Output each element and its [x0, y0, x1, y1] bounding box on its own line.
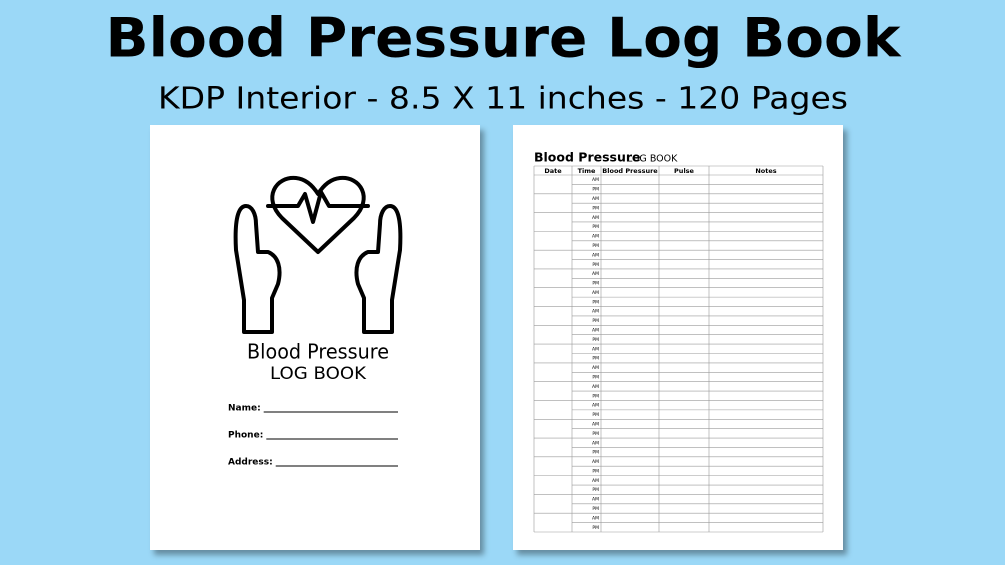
column-header: Pulse [674, 167, 694, 175]
time-label: PM [592, 318, 599, 324]
time-label: PM [592, 187, 599, 193]
time-label: AM [592, 252, 599, 258]
time-label: AM [592, 478, 599, 484]
time-label: PM [592, 224, 599, 230]
time-label: AM [592, 421, 599, 427]
time-label: AM [592, 346, 599, 352]
cover-page [150, 125, 480, 550]
subtitle: KDP Interior - 8.5 X 11 inches - 120 Pag… [158, 82, 848, 117]
time-label: PM [592, 450, 599, 456]
time-label: AM [592, 196, 599, 202]
time-label: AM [592, 515, 599, 521]
time-label: AM [592, 290, 599, 296]
time-label: PM [592, 431, 599, 437]
time-label: PM [592, 262, 599, 268]
time-label: AM [592, 403, 599, 409]
time-label: PM [592, 487, 599, 493]
time-label: PM [592, 506, 599, 512]
time-label: AM [592, 497, 599, 503]
title: Blood Pressure Log Book [106, 7, 902, 70]
time-label: PM [592, 281, 599, 287]
time-label: PM [592, 525, 599, 531]
time-label: PM [592, 337, 599, 343]
time-label: PM [592, 468, 599, 474]
column-header: Date [544, 167, 562, 175]
time-label: PM [592, 393, 599, 399]
log-page [513, 125, 843, 550]
time-label: AM [592, 234, 599, 240]
column-header: Notes [755, 167, 776, 175]
time-label: AM [592, 459, 599, 465]
log-title: Blood Pressure [534, 150, 641, 165]
cover-title: Blood Pressure [247, 340, 389, 364]
time-label: AM [592, 384, 599, 390]
column-header: Blood Pressure [602, 167, 658, 175]
log-subtitle: LOG BOOK [627, 154, 678, 165]
time-label: AM [592, 328, 599, 334]
cover-subtitle: LOG BOOK [270, 364, 367, 384]
field-label: Address: [228, 458, 273, 468]
time-label: AM [592, 440, 599, 446]
time-label: AM [592, 365, 599, 371]
time-label: PM [592, 412, 599, 418]
time-label: AM [592, 309, 599, 315]
field-label: Phone: [228, 431, 263, 441]
field-label: Name: [228, 404, 261, 414]
time-label: AM [592, 215, 599, 221]
time-label: PM [592, 374, 599, 380]
column-header: Time [578, 167, 596, 175]
time-label: AM [592, 177, 599, 183]
time-label: PM [592, 356, 599, 362]
time-label: PM [592, 243, 599, 249]
time-label: AM [592, 271, 599, 277]
heart-hands-icon [233, 175, 403, 334]
time-label: PM [592, 299, 599, 305]
time-label: PM [592, 205, 599, 211]
